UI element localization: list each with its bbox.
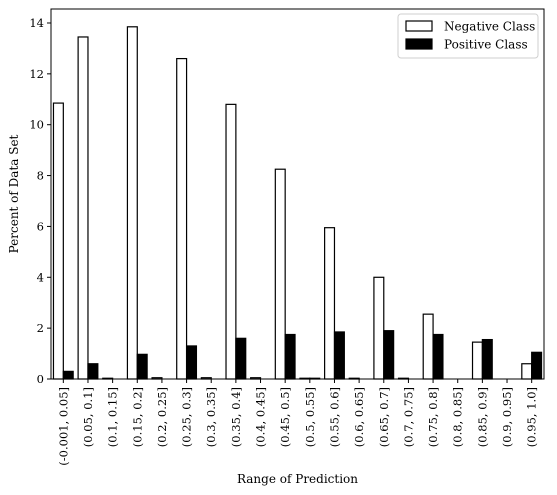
negative-bar-7 — [225, 103, 237, 380]
x-tick-label-1: (0.05, 0.1] — [81, 387, 95, 447]
negative-bar-0 — [52, 102, 64, 380]
x-tick-label-6: (0.3, 0.35] — [204, 387, 218, 447]
plot-frame — [50, 8, 545, 380]
x-tick-label-9: (0.45, 0.5] — [278, 387, 292, 447]
x-tick-label-11: (0.55, 0.6] — [327, 387, 341, 447]
y-axis: 0 2 4 6 8 10 12 14 — [29, 16, 51, 386]
positive-bar-1 — [87, 363, 99, 380]
y-axis-label: Percent of Data Set — [7, 134, 21, 253]
legend-swatch-0 — [405, 20, 433, 32]
x-axis: (-0.001, 0.05] (0.05, 0.1] (0.1, 0.15] (0.1… — [56, 379, 539, 466]
legend-label-0: Negative Class — [444, 20, 535, 34]
y-tick-label-4: 8 — [37, 169, 44, 183]
negative-bar-17 — [471, 341, 483, 380]
negative-bar-13 — [373, 276, 385, 380]
positive-bar-0 — [62, 370, 74, 380]
negative-bar-11 — [324, 227, 336, 380]
y-tick-label-3: 6 — [37, 219, 44, 233]
positive-bar-13 — [383, 330, 395, 380]
y-tick-label-7: 14 — [29, 16, 44, 30]
positive-bar-3 — [136, 353, 148, 380]
x-tick-label-7: (0.35, 0.4] — [229, 387, 243, 447]
x-tick-label-10: (0.5, 0.55] — [303, 387, 317, 447]
x-tick-label-0: (-0.001, 0.05] — [56, 387, 70, 466]
y-tick-label-5: 10 — [29, 118, 44, 132]
y-tick-label-0: 0 — [37, 372, 44, 386]
negative-bar-19 — [521, 363, 533, 380]
positive-bar-11 — [333, 331, 345, 380]
positive-bar-17 — [481, 338, 493, 380]
negative-bar-9 — [274, 168, 286, 380]
x-tick-label-18: (0.9, 0.95] — [500, 387, 514, 447]
negative-bar-1 — [77, 36, 89, 380]
x-tick-label-4: (0.2, 0.25] — [155, 387, 169, 447]
negative-bar-5 — [176, 57, 188, 380]
negative-bar-15 — [422, 313, 434, 380]
x-tick-label-13: (0.65, 0.7] — [377, 387, 391, 447]
positive-bar-9 — [284, 333, 296, 380]
x-tick-label-12: (0.6, 0.65] — [352, 387, 366, 447]
positive-bar-7 — [235, 337, 247, 380]
legend-label-1: Positive Class — [444, 38, 528, 52]
x-tick-label-8: (0.4, 0.45] — [254, 387, 268, 447]
x-axis-label: Range of Prediction — [237, 472, 358, 486]
y-tick-label-2: 4 — [37, 270, 44, 284]
legend: Negative Class Positive Class — [397, 13, 539, 59]
y-tick-label-6: 12 — [29, 67, 44, 81]
x-tick-label-2: (0.1, 0.15] — [106, 387, 120, 447]
x-tick-label-5: (0.25, 0.3] — [180, 387, 194, 447]
negative-bar-3 — [126, 26, 138, 380]
x-tick-label-14: (0.7, 0.75] — [401, 387, 415, 447]
positive-bar-15 — [432, 333, 444, 380]
y-tick-label-1: 2 — [37, 321, 44, 335]
bars-group — [52, 26, 543, 380]
x-tick-label-19: (0.95, 1.0] — [525, 387, 539, 447]
legend-swatch-1 — [405, 38, 433, 50]
legend-box — [397, 13, 539, 59]
x-tick-label-17: (0.85, 0.9] — [475, 387, 489, 447]
x-tick-label-16: (0.8, 0.85] — [451, 387, 465, 447]
positive-bar-5 — [185, 345, 198, 380]
x-tick-label-3: (0.15, 0.2] — [130, 387, 144, 447]
positive-bar-19 — [531, 351, 543, 380]
x-tick-label-15: (0.75, 0.8] — [426, 387, 440, 447]
